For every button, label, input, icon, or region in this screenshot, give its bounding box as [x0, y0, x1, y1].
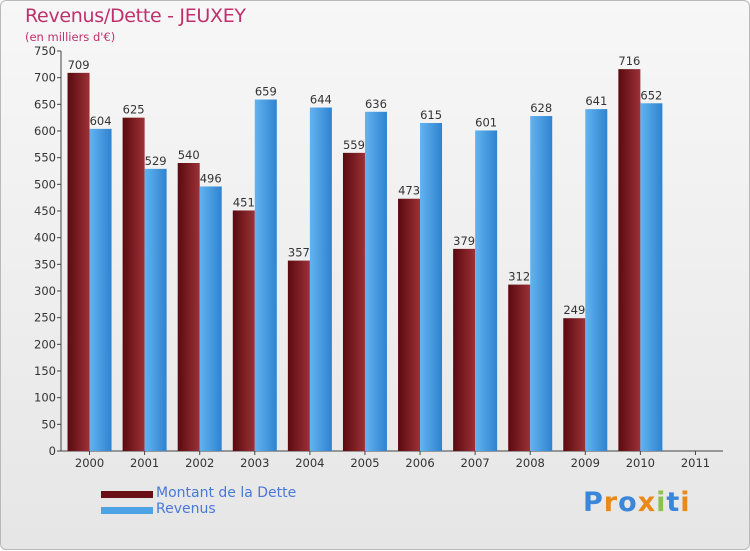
bar-revenus — [89, 128, 112, 451]
x-tick-label: 2004 — [295, 456, 324, 470]
data-label: 652 — [640, 88, 662, 102]
y-tick-label: 700 — [34, 71, 56, 85]
data-label: 496 — [200, 171, 222, 185]
y-tick-label: 650 — [34, 97, 56, 111]
y-tick-label: 400 — [34, 231, 56, 245]
data-label: 641 — [585, 94, 607, 108]
bar-revenus — [475, 130, 498, 451]
data-label: 604 — [90, 114, 112, 128]
data-label: 659 — [255, 85, 277, 99]
y-tick-label: 550 — [34, 151, 56, 165]
bar-revenus — [585, 109, 608, 451]
x-tick-label: 2003 — [240, 456, 269, 470]
bar-dette — [287, 260, 310, 451]
bar-dette — [177, 163, 200, 451]
chart-title: Revenus/Dette - JEUXEY — [25, 5, 246, 27]
x-tick-label: 2000 — [75, 456, 104, 470]
bar-revenus — [254, 99, 277, 452]
bar-dette — [453, 248, 476, 451]
data-label: 357 — [288, 246, 310, 260]
y-tick-label: 0 — [49, 444, 56, 458]
bar-dette — [67, 72, 90, 451]
bar-revenus — [364, 111, 387, 452]
brand-logo: Proxiti — [583, 487, 691, 518]
bar-dette — [232, 210, 255, 451]
data-label: 615 — [420, 108, 442, 122]
x-tick-label: 2008 — [516, 456, 545, 470]
y-tick-label: 350 — [34, 257, 56, 271]
data-label: 628 — [530, 101, 552, 115]
data-label: 473 — [398, 184, 420, 198]
y-tick-label: 450 — [34, 204, 56, 218]
legend-label-dette: Montant de la Dette — [156, 485, 297, 501]
x-tick-label: 2010 — [626, 456, 655, 470]
bar-revenus — [199, 186, 222, 451]
y-tick-label: 250 — [34, 311, 56, 325]
chart-subtitle: (en milliers d'€) — [25, 30, 116, 44]
x-tick-label: 2002 — [185, 456, 214, 470]
y-tick-label: 750 — [34, 44, 56, 58]
bar-revenus — [144, 168, 167, 451]
data-label: 601 — [475, 115, 497, 129]
x-tick-label: 2007 — [460, 456, 489, 470]
data-label: 644 — [310, 93, 332, 107]
y-tick-label: 600 — [34, 124, 56, 138]
y-tick-label: 100 — [34, 391, 56, 405]
bar-dette — [618, 69, 641, 451]
data-label: 625 — [123, 103, 145, 117]
data-label: 379 — [453, 234, 475, 248]
y-tick-label: 200 — [34, 337, 56, 351]
bar-dette — [122, 117, 145, 452]
y-tick-label: 150 — [34, 364, 56, 378]
y-tick-label: 300 — [34, 284, 56, 298]
x-tick-label: 2001 — [130, 456, 159, 470]
x-tick-label: 2009 — [571, 456, 600, 470]
y-tick-label: 50 — [41, 417, 56, 431]
data-label: 559 — [343, 138, 365, 152]
data-label: 636 — [365, 97, 387, 111]
data-label: 709 — [68, 58, 90, 72]
data-label: 249 — [563, 303, 585, 317]
bar-dette — [563, 318, 586, 451]
x-tick-label: 2006 — [405, 456, 434, 470]
data-label: 529 — [145, 154, 167, 168]
data-label: 451 — [233, 195, 255, 209]
y-tick-label: 500 — [34, 177, 56, 191]
bar-revenus — [530, 116, 553, 452]
legend-label-revenus: Revenus — [156, 501, 216, 517]
legend-swatch-dette — [101, 491, 153, 498]
x-tick-label: 2011 — [681, 456, 710, 470]
bar-revenus — [420, 123, 443, 451]
legend-swatch-revenus — [101, 507, 153, 514]
bar-revenus — [309, 107, 332, 452]
data-label: 540 — [178, 148, 200, 162]
bar-dette — [342, 152, 365, 451]
bar-dette — [398, 198, 421, 451]
data-label: 716 — [618, 54, 640, 68]
bar-revenus — [640, 103, 663, 452]
bar-dette — [508, 284, 531, 451]
x-tick-label: 2005 — [350, 456, 379, 470]
data-label: 312 — [508, 270, 530, 284]
